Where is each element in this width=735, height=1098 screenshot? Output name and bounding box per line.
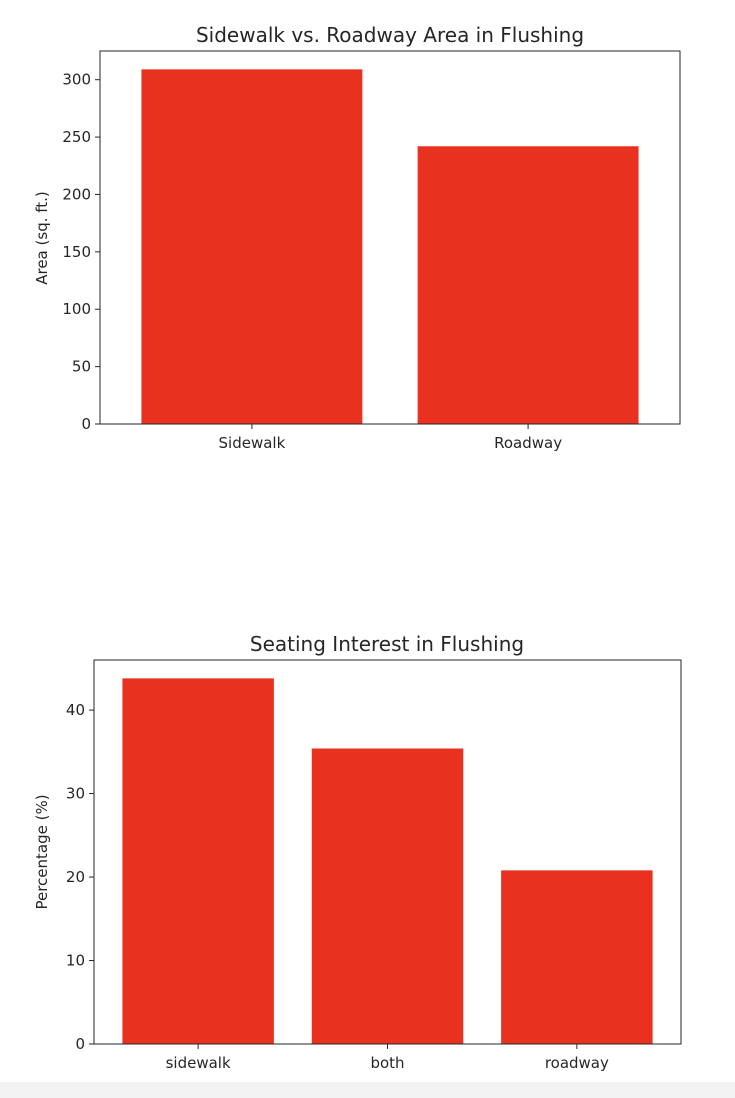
x-tick-label: sidewalk — [166, 1054, 231, 1072]
y-tick-label: 50 — [72, 358, 91, 376]
x-tick-group: sidewalk both roadway — [166, 1044, 609, 1072]
x-tick-label: Sidewalk — [219, 434, 286, 452]
y-tick-label: 100 — [62, 300, 91, 318]
x-tick-label: both — [370, 1054, 404, 1072]
bar-both — [311, 748, 464, 1044]
y-tick-label: 150 — [62, 243, 91, 261]
bar-sidewalk — [122, 678, 274, 1044]
x-tick-label: roadway — [545, 1054, 609, 1072]
bottom-strip — [0, 1082, 735, 1098]
chart-title: Seating Interest in Flushing — [250, 632, 524, 656]
x-tick-label: Roadway — [494, 434, 562, 452]
plot-frame — [99, 50, 681, 425]
chart-seating-svg: Seating Interest in Flushing Percentage … — [33, 632, 682, 1072]
bar-group — [141, 69, 639, 425]
chart-area-comparison: Sidewalk vs. Roadway Area in Flushing Ar… — [0, 0, 735, 474]
y-tick-group: 0 50 100 150 200 250 300 — [62, 71, 100, 433]
bar-group — [122, 678, 653, 1044]
y-tick-label: 10 — [66, 952, 85, 970]
y-tick-group: 0 10 20 30 40 — [66, 701, 94, 1053]
chart-area-svg: Sidewalk vs. Roadway Area in Flushing Ar… — [33, 23, 681, 452]
y-axis-label: Percentage (%) — [33, 794, 51, 909]
y-tick-label: 0 — [81, 415, 91, 433]
bar-roadway — [501, 870, 653, 1044]
y-tick-label: 300 — [62, 71, 91, 89]
y-tick-label: 200 — [62, 185, 91, 203]
y-tick-label: 30 — [66, 785, 85, 803]
plot-frame — [93, 659, 682, 1045]
y-tick-label: 40 — [66, 701, 85, 719]
bar-roadway — [417, 146, 639, 424]
y-tick-label: 0 — [75, 1035, 85, 1053]
chart-seating-interest: Seating Interest in Flushing Percentage … — [0, 620, 735, 1094]
y-tick-label: 20 — [66, 868, 85, 886]
chart-title: Sidewalk vs. Roadway Area in Flushing — [196, 23, 584, 47]
bar-sidewalk — [141, 69, 363, 425]
y-axis-label: Area (sq. ft.) — [33, 191, 51, 285]
y-tick-label: 250 — [62, 128, 91, 146]
x-tick-group: Sidewalk Roadway — [219, 424, 562, 452]
